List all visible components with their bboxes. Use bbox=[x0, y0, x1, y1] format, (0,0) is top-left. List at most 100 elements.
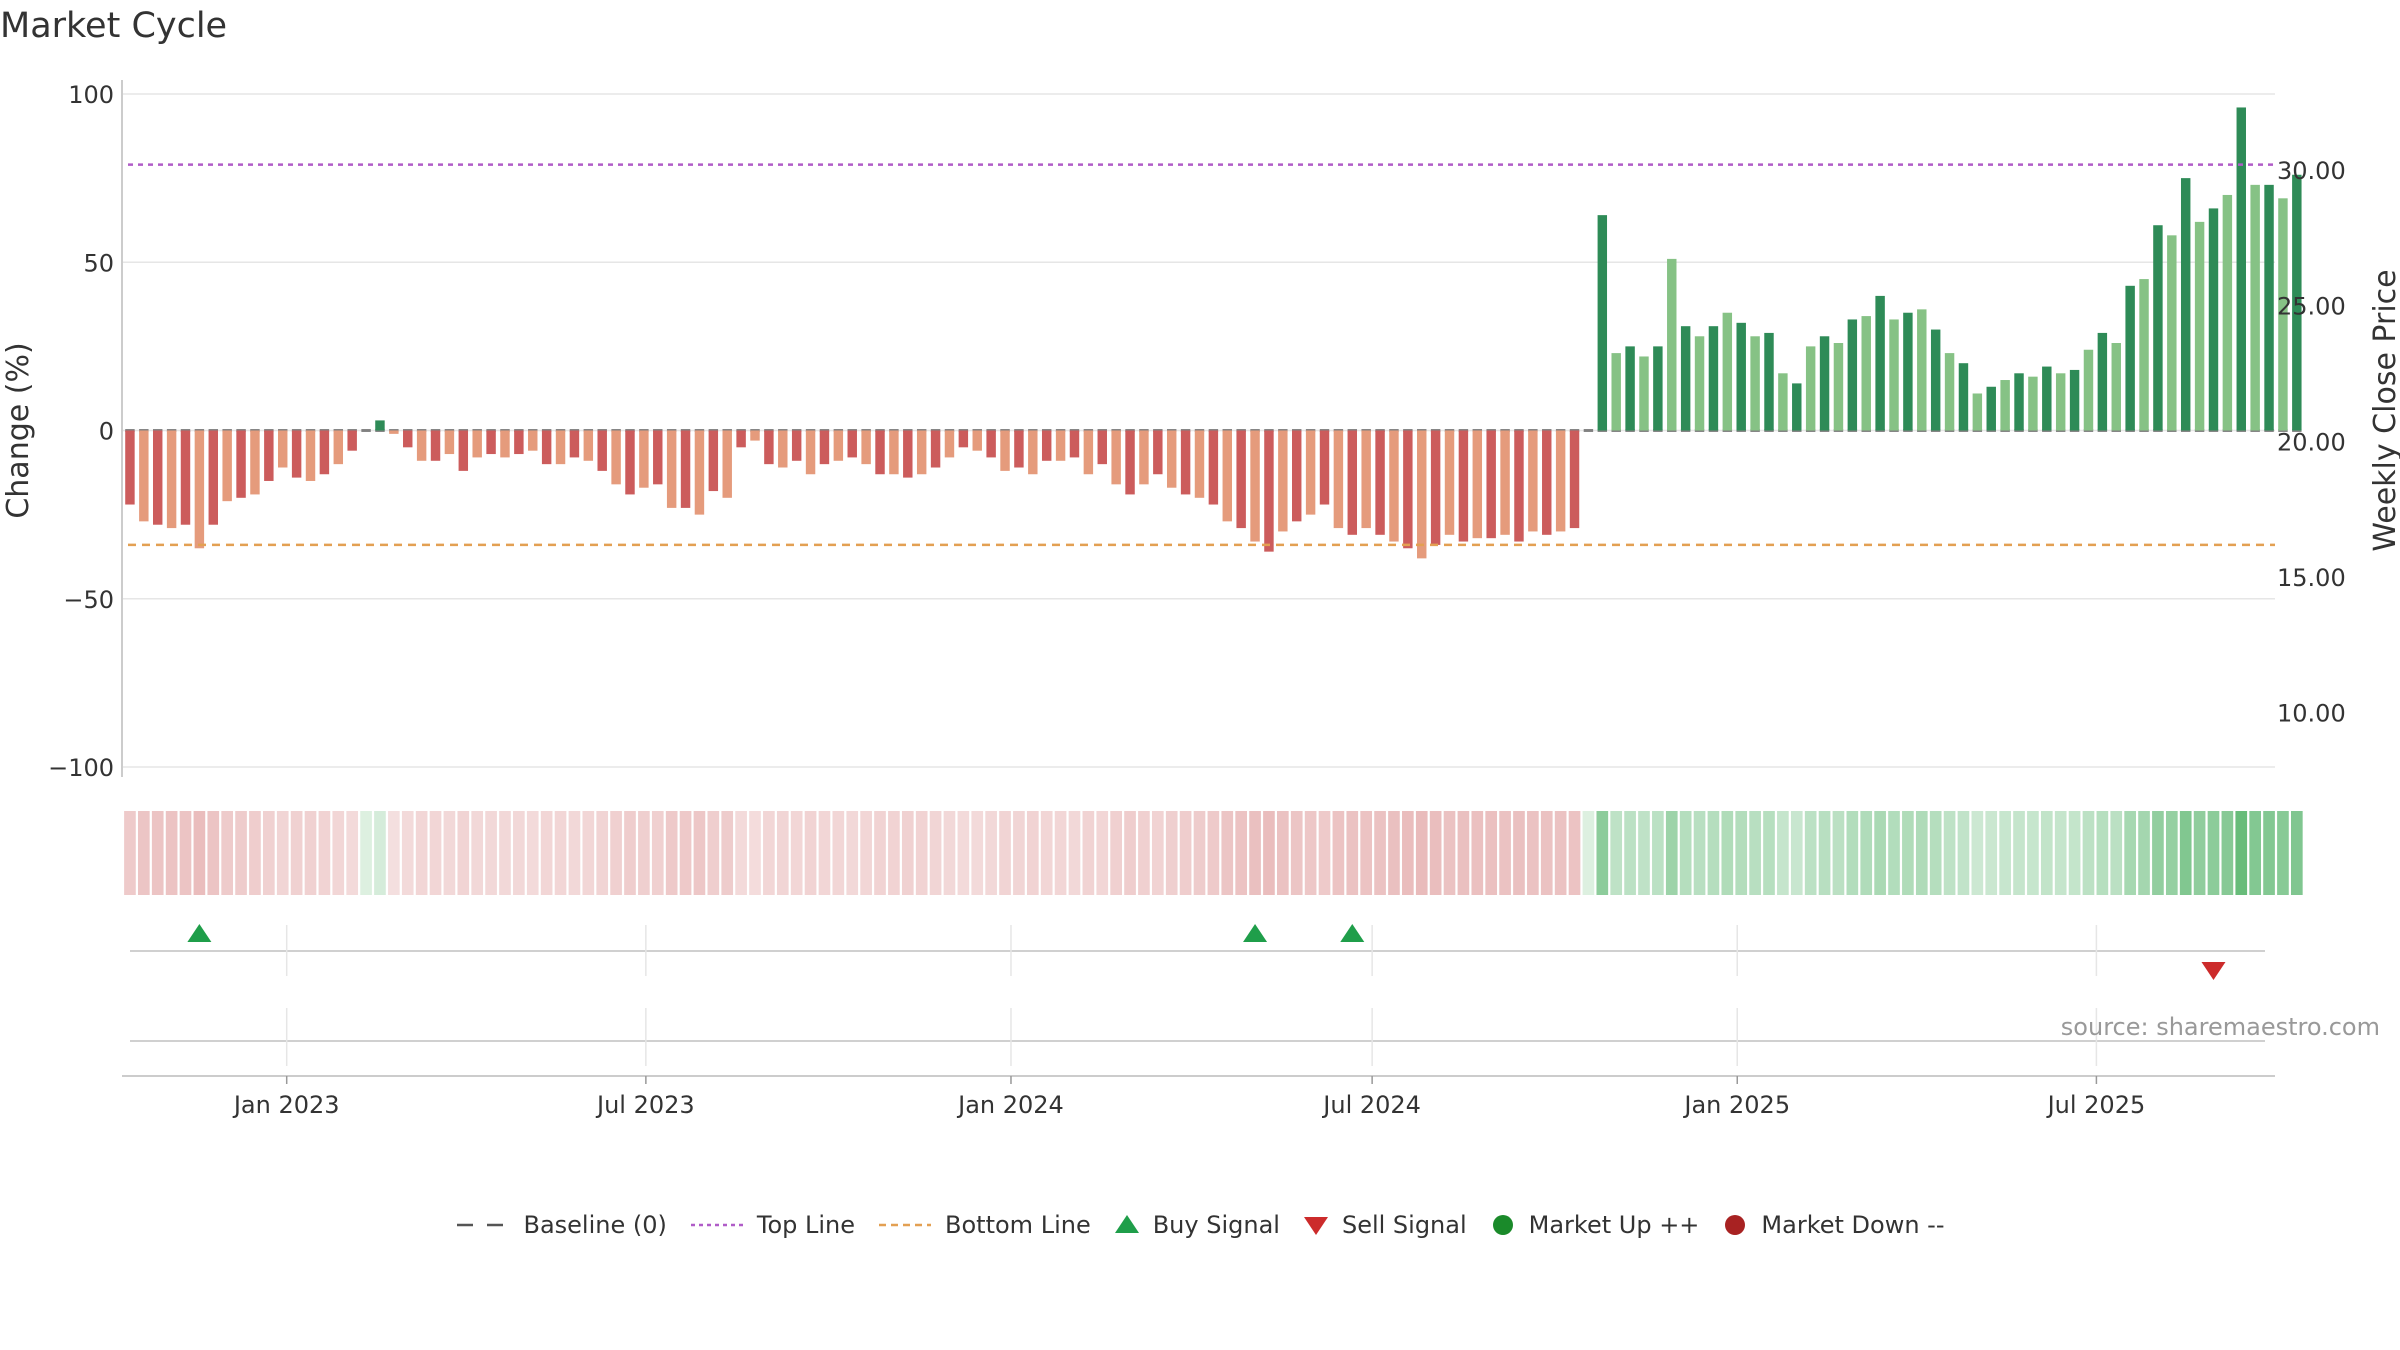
change-bar bbox=[139, 430, 149, 522]
market-cycle-chart: 100 50 0 −50 −100 30.00 25.00 20.00 15.00 10.00 Ch… bbox=[1, 80, 2400, 1119]
signal-markers bbox=[187, 924, 2226, 980]
heat-cell bbox=[596, 811, 609, 895]
change-bar bbox=[1139, 430, 1149, 485]
change-bar bbox=[1347, 430, 1358, 535]
axes: 100 50 0 −50 −100 30.00 25.00 20.00 15.00 10.00 Ch… bbox=[1, 80, 2400, 1119]
legend-swatch bbox=[1725, 1215, 1746, 1235]
y2-axis-title: Weekly Close Price bbox=[2368, 269, 2400, 551]
heat-cell bbox=[1679, 811, 1692, 895]
heat-cell bbox=[2068, 811, 2081, 895]
heat-cell bbox=[276, 811, 289, 895]
x-tick-label: Jul 2024 bbox=[1321, 1091, 1421, 1119]
heat-cell bbox=[346, 811, 359, 895]
change-bar bbox=[653, 430, 663, 485]
change-bar bbox=[166, 430, 177, 529]
heat-cell bbox=[1068, 811, 1081, 895]
grid-layer bbox=[122, 93, 2275, 1066]
change-bar bbox=[1292, 430, 1302, 522]
heat-cell bbox=[1777, 811, 1789, 895]
change-bar bbox=[1028, 430, 1038, 475]
legend-label: Market Down -- bbox=[1761, 1211, 1945, 1239]
heat-cell bbox=[540, 811, 553, 895]
heat-cell bbox=[1249, 811, 1261, 895]
heat-cell bbox=[1110, 811, 1122, 895]
heat-cell bbox=[1985, 811, 1998, 895]
change-bar bbox=[1083, 430, 1094, 475]
heat-cell bbox=[707, 811, 720, 895]
heat-cell bbox=[1610, 811, 1623, 895]
legend-label: Sell Signal bbox=[1341, 1211, 1467, 1239]
change-bar bbox=[2000, 380, 2010, 431]
change-bar bbox=[1805, 346, 1816, 431]
heat-cell bbox=[1804, 811, 1817, 895]
y2-tick-label: 30.00 bbox=[2277, 157, 2346, 185]
change-bar bbox=[764, 430, 774, 465]
heat-cell bbox=[2152, 811, 2164, 895]
change-bar bbox=[889, 430, 899, 475]
change-bar bbox=[1305, 430, 1316, 515]
heat-cell bbox=[638, 811, 650, 895]
heat-cell bbox=[804, 811, 817, 895]
heat-cell bbox=[1665, 811, 1678, 895]
heat-cell bbox=[1999, 811, 2011, 895]
heat-cell bbox=[1721, 811, 1734, 895]
heat-cell bbox=[1151, 811, 1164, 895]
change-bar bbox=[2139, 279, 2149, 431]
change-bar bbox=[1097, 430, 1107, 465]
legend: Baseline (0) Top Line Bottom Line Buy Signa… bbox=[0, 1200, 2400, 1250]
heat-cell bbox=[1318, 811, 1331, 895]
heat-cell bbox=[151, 811, 164, 895]
heat-cell bbox=[429, 811, 442, 895]
change-bar bbox=[1375, 430, 1385, 535]
change-bars bbox=[125, 107, 2302, 559]
change-bar bbox=[986, 430, 996, 458]
change-bar bbox=[2194, 221, 2205, 431]
change-bar bbox=[2028, 376, 2038, 431]
legend-label: Baseline (0) bbox=[523, 1211, 667, 1239]
change-bar bbox=[639, 430, 649, 488]
change-bar bbox=[444, 430, 455, 455]
heat-cell bbox=[124, 811, 136, 895]
heat-cell bbox=[1471, 811, 1484, 895]
heat-cell bbox=[263, 811, 275, 895]
y2-tick-label: 15.00 bbox=[2277, 564, 2346, 592]
heat-cell bbox=[2096, 811, 2109, 895]
change-bar bbox=[2055, 373, 2066, 431]
change-bar bbox=[1222, 430, 1232, 522]
change-bar bbox=[1555, 430, 1566, 532]
change-bar bbox=[555, 430, 566, 465]
heat-cell bbox=[1290, 811, 1303, 895]
heat-cell bbox=[1902, 811, 1914, 895]
change-bar bbox=[1625, 346, 1635, 431]
change-bar bbox=[930, 430, 941, 468]
change-bar bbox=[250, 430, 260, 495]
change-bar bbox=[389, 430, 399, 434]
heat-cell bbox=[2165, 811, 2178, 895]
change-bar bbox=[1069, 430, 1080, 458]
change-bar bbox=[1014, 430, 1024, 468]
y2-tick-label: 25.00 bbox=[2277, 293, 2346, 321]
change-bar bbox=[1708, 326, 1719, 431]
heat-cell bbox=[693, 811, 706, 895]
change-bar bbox=[458, 430, 469, 471]
heat-cell bbox=[1054, 811, 1067, 895]
change-bar bbox=[2153, 225, 2163, 431]
heat-cell bbox=[457, 811, 470, 895]
change-bar bbox=[1694, 336, 1705, 431]
heat-cell bbox=[1624, 811, 1636, 895]
heat-cell bbox=[610, 811, 622, 895]
heat-cell bbox=[2193, 811, 2206, 895]
heat-cell bbox=[2027, 811, 2039, 895]
heat-cell bbox=[1304, 811, 1317, 895]
heat-cell bbox=[1957, 811, 1970, 895]
change-bar bbox=[1528, 430, 1538, 532]
change-bar bbox=[222, 430, 232, 502]
change-bar bbox=[2292, 174, 2302, 431]
heat-cell bbox=[2124, 811, 2136, 895]
heat-cell bbox=[1846, 811, 1859, 895]
change-bar bbox=[486, 430, 496, 455]
change-bar bbox=[1486, 430, 1496, 539]
heat-cell bbox=[2235, 811, 2248, 895]
heat-cell bbox=[2249, 811, 2261, 895]
change-bar bbox=[833, 430, 844, 461]
